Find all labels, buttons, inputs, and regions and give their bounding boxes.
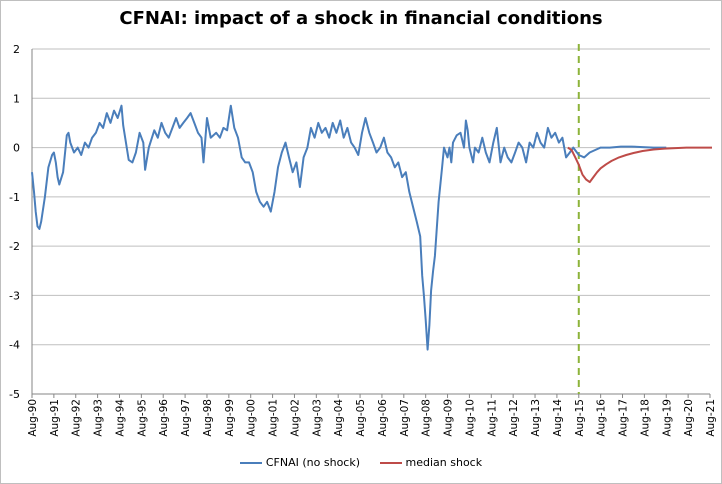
axes [31, 49, 711, 398]
x-tick-label: Aug-15 [574, 399, 586, 437]
x-tick-label: Aug-11 [486, 399, 498, 437]
x-tick-label: Aug-07 [399, 399, 411, 437]
y-tick-label: -5 [9, 388, 20, 401]
series-line-median-shock [567, 146, 712, 184]
y-tick-label: -2 [9, 240, 20, 253]
legend-item-cfnai: CFNAI (no shock) [239, 456, 361, 469]
x-tick-label: Aug-08 [421, 399, 433, 437]
x-tick-label: Aug-19 [661, 399, 673, 437]
x-tick-label: Aug-12 [508, 399, 520, 437]
x-tick-label: Aug-06 [377, 399, 389, 437]
x-tick-label: Aug-16 [596, 399, 608, 437]
series-lines [31, 104, 712, 351]
legend-item-median-shock: median shock [379, 456, 483, 469]
x-tick-label: Aug-95 [136, 399, 148, 437]
x-tick-label: Aug-97 [180, 399, 192, 437]
x-tick-label: Aug-02 [289, 399, 301, 437]
x-tick-label: Aug-14 [552, 399, 564, 437]
x-tick-label: Aug-09 [443, 399, 455, 437]
y-tick-label: -3 [9, 289, 20, 302]
legend-label-median-shock: median shock [405, 456, 483, 469]
legend-label-cfnai: CFNAI (no shock) [265, 456, 361, 469]
x-tick-label: Aug-91 [49, 399, 61, 437]
y-tick-label: 1 [13, 92, 20, 105]
x-tick-label: Aug-90 [27, 399, 39, 437]
x-tick-label: Aug-13 [530, 399, 542, 437]
x-tick-label: Aug-04 [333, 399, 345, 437]
legend-swatch-cfnai [239, 462, 262, 464]
x-tick-label: Aug-92 [71, 399, 83, 437]
x-tick-label: Aug-17 [618, 399, 630, 437]
x-tick-label: Aug-18 [639, 399, 651, 437]
x-tick-label: Aug-20 [683, 399, 695, 437]
x-tick-label: Aug-96 [158, 399, 170, 437]
series-line-cfnai [31, 104, 667, 351]
x-tick-label: Aug-94 [114, 399, 126, 437]
y-tick-label: 0 [13, 142, 20, 155]
x-tick-labels: Aug-90 Aug-91 Aug-92 Aug-93 Aug-94 Aug-95 Aug-… [27, 399, 717, 437]
chart-title: CFNAI: impact of a shock in financial co… [119, 8, 603, 29]
x-tick-label: Aug-99 [224, 399, 236, 437]
legend-swatch-median-shock [379, 462, 402, 464]
y-tick-label: -4 [9, 339, 20, 352]
x-tick-label: Aug-03 [311, 399, 323, 437]
gridlines [32, 48, 710, 395]
x-tick-label: Aug-93 [93, 399, 105, 437]
y-tick-label: -1 [9, 191, 20, 204]
legend: CFNAI (no shock) median shock [0, 456, 722, 469]
x-tick-label: Aug-00 [246, 399, 258, 437]
x-tick-label: Aug-01 [268, 399, 280, 437]
x-tick-label: Aug-98 [202, 399, 214, 437]
x-tick-label: Aug-10 [464, 399, 476, 437]
y-tick-labels: 2 1 0 -1 -2 -3 -4 -5 [9, 43, 20, 401]
y-tick-label: 2 [13, 43, 20, 56]
x-tick-label: Aug-21 [705, 399, 717, 437]
x-tick-label: Aug-05 [355, 399, 367, 437]
